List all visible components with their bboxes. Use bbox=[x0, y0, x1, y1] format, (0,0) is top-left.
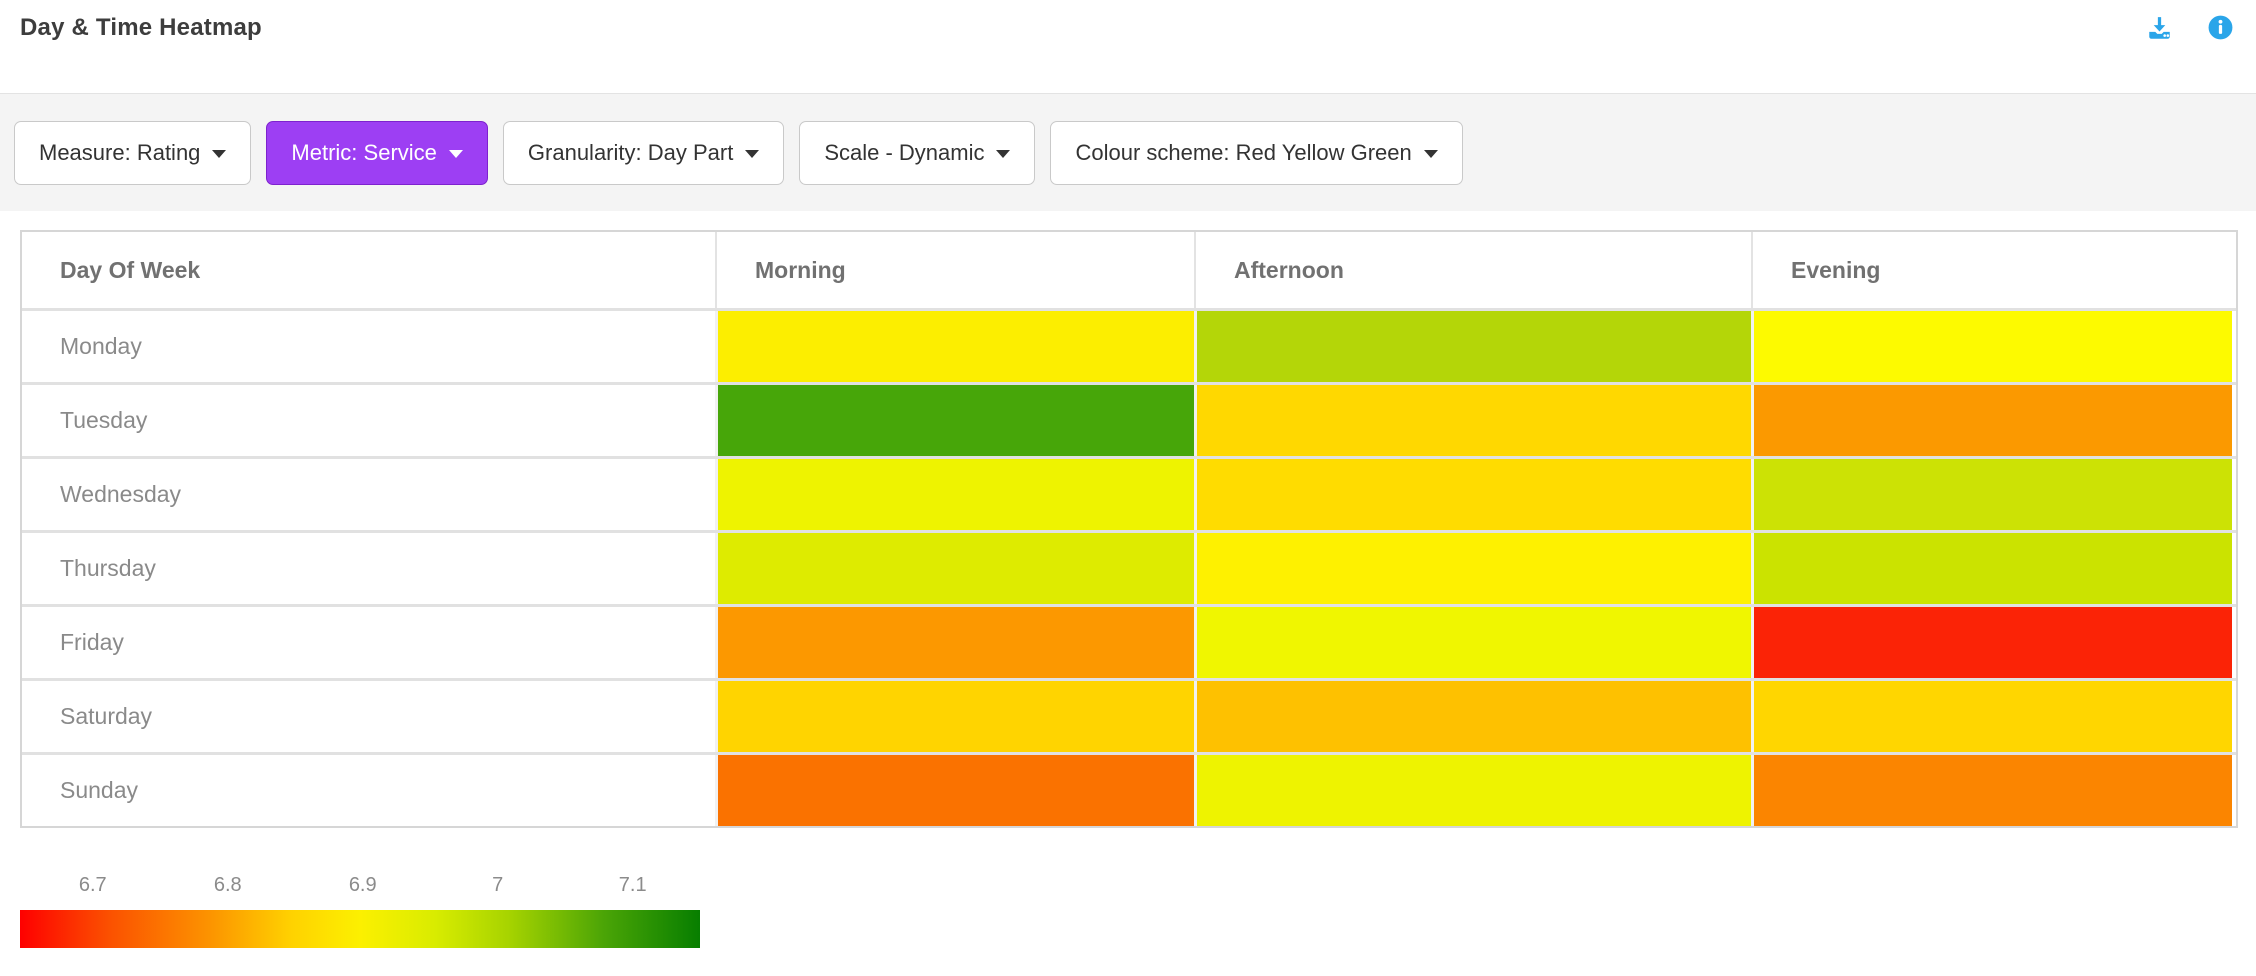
heatmap-cell-wednesday-evening[interactable] bbox=[1751, 459, 2232, 530]
day-label: Wednesday bbox=[22, 459, 715, 530]
day-label: Tuesday bbox=[22, 385, 715, 456]
heatmap-cell-tuesday-afternoon[interactable] bbox=[1194, 385, 1751, 456]
heatmap-cell-friday-afternoon[interactable] bbox=[1194, 607, 1751, 678]
legend-tick: 6.7 bbox=[78, 874, 107, 896]
column-header-morning: Morning bbox=[715, 232, 1194, 308]
legend-tick: 6.8 bbox=[213, 874, 242, 896]
filter-button-label: Metric: Service bbox=[291, 139, 437, 165]
legend-gradient-bar bbox=[20, 910, 700, 948]
column-header-afternoon: Afternoon bbox=[1194, 232, 1751, 308]
heatmap-cell-thursday-evening[interactable] bbox=[1751, 533, 2232, 604]
day-label: Thursday bbox=[22, 533, 715, 604]
filter-button-label: Colour scheme: Red Yellow Green bbox=[1075, 139, 1412, 165]
filter-button-colour-scheme[interactable]: Colour scheme: Red Yellow Green bbox=[1050, 120, 1463, 185]
table-row-sunday: Sunday bbox=[22, 752, 2236, 826]
heatmap-cell-sunday-afternoon[interactable] bbox=[1194, 755, 1751, 826]
column-header-day-of-week: Day Of Week bbox=[22, 232, 715, 308]
chevron-down-icon bbox=[1423, 150, 1438, 158]
heatmap-cell-saturday-afternoon[interactable] bbox=[1194, 681, 1751, 752]
heatmap-legend: 6.7 6.8 6.9 7 7.1 bbox=[20, 874, 700, 948]
heatmap-table: Day Of Week Morning Afternoon Evening Mond… bbox=[20, 230, 2238, 828]
heatmap-cell-sunday-evening[interactable] bbox=[1751, 755, 2232, 826]
filter-button-label: Measure: Rating bbox=[39, 139, 201, 165]
heatmap-cell-monday-afternoon[interactable] bbox=[1194, 311, 1751, 382]
filter-button-measure[interactable]: Measure: Rating bbox=[14, 120, 252, 185]
page-title: Day & Time Heatmap bbox=[20, 14, 262, 41]
day-label: Monday bbox=[22, 311, 715, 382]
filter-toolbar: Measure: Rating Metric: Service Granularit… bbox=[0, 93, 2256, 211]
day-label: Friday bbox=[22, 607, 715, 678]
legend-tick: 6.9 bbox=[348, 874, 377, 896]
chevron-down-icon bbox=[745, 150, 760, 158]
heatmap-cell-tuesday-evening[interactable] bbox=[1751, 385, 2232, 456]
chevron-down-icon bbox=[448, 150, 463, 158]
heatmap-cell-saturday-evening[interactable] bbox=[1751, 681, 2232, 752]
info-icon[interactable] bbox=[2207, 14, 2234, 41]
heatmap-cell-wednesday-morning[interactable] bbox=[715, 459, 1194, 530]
day-label: Sunday bbox=[22, 755, 715, 826]
legend-tick: 7 bbox=[492, 874, 504, 896]
table-row-saturday: Saturday bbox=[22, 678, 2236, 752]
heatmap-cell-wednesday-afternoon[interactable] bbox=[1194, 459, 1751, 530]
heatmap-cell-saturday-morning[interactable] bbox=[715, 681, 1194, 752]
table-row-wednesday: Wednesday bbox=[22, 456, 2236, 530]
heatmap-cell-friday-evening[interactable] bbox=[1751, 607, 2232, 678]
table-row-friday: Friday bbox=[22, 604, 2236, 678]
download-icon[interactable] bbox=[2146, 14, 2173, 41]
filter-button-granularity[interactable]: Granularity: Day Part bbox=[502, 120, 785, 185]
filter-button-label: Granularity: Day Part bbox=[527, 139, 734, 165]
table-row-tuesday: Tuesday bbox=[22, 382, 2236, 456]
heatmap-cell-tuesday-morning[interactable] bbox=[715, 385, 1194, 456]
chevron-down-icon bbox=[996, 150, 1011, 158]
header-icons bbox=[2146, 12, 2234, 41]
day-label: Saturday bbox=[22, 681, 715, 752]
legend-tick-labels: 6.7 6.8 6.9 7 7.1 bbox=[20, 874, 700, 900]
heatmap-cell-monday-morning[interactable] bbox=[715, 311, 1194, 382]
chevron-down-icon bbox=[212, 150, 227, 158]
column-header-evening: Evening bbox=[1751, 232, 2232, 308]
filter-button-scale[interactable]: Scale - Dynamic bbox=[799, 120, 1036, 185]
legend-tick: 7.1 bbox=[618, 874, 647, 896]
filter-button-metric[interactable]: Metric: Service bbox=[266, 120, 488, 185]
heatmap-header-row: Day Of Week Morning Afternoon Evening bbox=[22, 232, 2236, 308]
heatmap-cell-monday-evening[interactable] bbox=[1751, 311, 2232, 382]
heatmap-cell-friday-morning[interactable] bbox=[715, 607, 1194, 678]
filter-button-label: Scale - Dynamic bbox=[824, 139, 985, 165]
heatmap-cell-sunday-morning[interactable] bbox=[715, 755, 1194, 826]
table-row-monday: Monday bbox=[22, 308, 2236, 382]
heatmap-cell-thursday-afternoon[interactable] bbox=[1194, 533, 1751, 604]
top-header: Day & Time Heatmap bbox=[0, 0, 2256, 93]
table-row-thursday: Thursday bbox=[22, 530, 2236, 604]
heatmap-cell-thursday-morning[interactable] bbox=[715, 533, 1194, 604]
